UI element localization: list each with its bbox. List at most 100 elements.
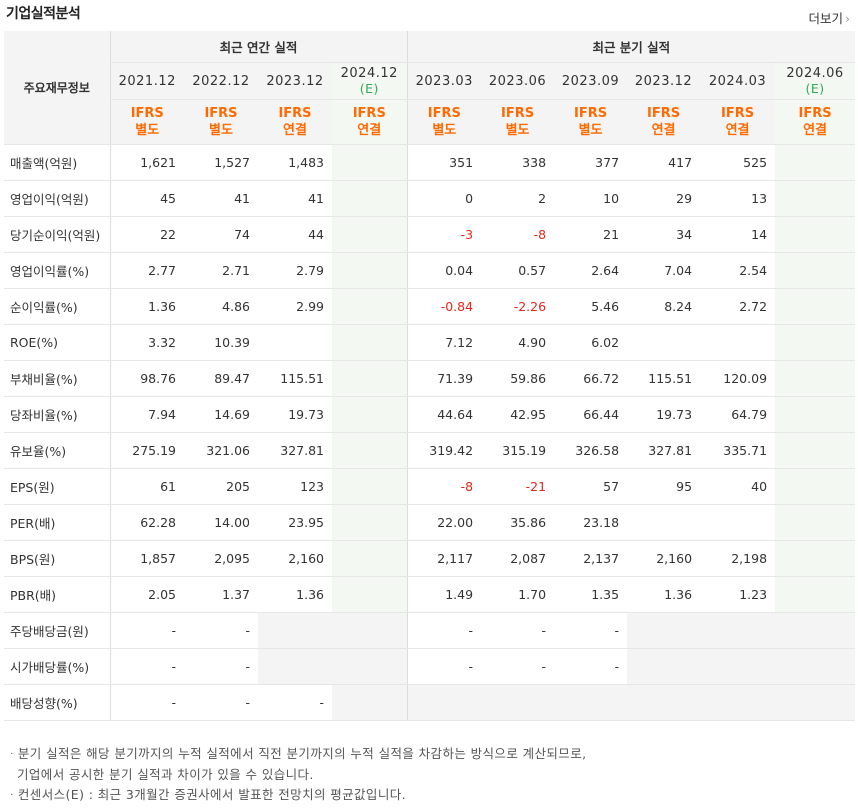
- value-cell-annual: 275.19: [109, 432, 184, 469]
- value-cell-quarter: [627, 612, 701, 649]
- value-cell-annual: [332, 144, 408, 181]
- table-row: 배당성향(%) - - -: [4, 684, 856, 721]
- estimate-mark: (E): [359, 81, 379, 96]
- value-cell-annual: 45: [109, 180, 184, 217]
- value-cell-annual: 14.69: [184, 396, 258, 433]
- value-cell-quarter: 71.39: [406, 360, 482, 397]
- standard-scope: 별도: [578, 123, 603, 138]
- more-link[interactable]: 더보기 ›: [808, 8, 850, 27]
- value-cell-quarter: [775, 504, 856, 541]
- value-cell-quarter: 29: [627, 180, 701, 217]
- value-cell-annual: 98.76: [109, 360, 184, 397]
- value-cell-quarter: [775, 288, 856, 325]
- value-cell-quarter: 120.09: [700, 360, 776, 397]
- standard-ifrs: IFRS: [798, 106, 832, 121]
- row-label: BPS(원): [4, 540, 110, 577]
- value-cell-annual: -: [109, 612, 184, 649]
- standard-ifrs: IFRS: [646, 106, 681, 121]
- table-row: 매출액(억원) 1,621 1,527 1,483 351 338 377 417 525: [4, 144, 856, 181]
- standard-scope: 별도: [432, 123, 457, 138]
- standard-ifrs: IFRS: [720, 106, 755, 121]
- standard-scope: 연결: [803, 123, 827, 138]
- accounting-standard-annual-3: IFRS 연결: [332, 99, 408, 145]
- row-label: 영업이익(억원): [4, 180, 110, 217]
- table-row: PER(배) 62.28 14.00 23.95 22.00 35.86 23.18: [4, 504, 856, 541]
- value-cell-quarter: -: [406, 612, 482, 649]
- value-cell-quarter: [775, 648, 856, 685]
- value-cell-quarter: 4.90: [481, 324, 555, 361]
- value-cell-quarter: 44.64: [406, 396, 482, 433]
- value-cell-quarter: 327.81: [627, 432, 701, 469]
- value-cell-quarter: 21: [554, 216, 628, 253]
- value-cell-annual: 62.28: [109, 504, 184, 541]
- value-cell-quarter: [775, 360, 856, 397]
- value-cell-annual: 1,857: [109, 540, 184, 577]
- value-cell-annual: [332, 360, 408, 397]
- row-label: 유보율(%): [4, 432, 110, 469]
- value-cell-quarter: 13: [700, 180, 776, 217]
- value-cell-quarter: 1.23: [700, 576, 776, 613]
- value-cell-quarter: 95: [627, 468, 701, 505]
- value-cell-quarter: [554, 684, 628, 721]
- value-cell-annual: 41: [184, 180, 258, 217]
- table-row: 순이익률(%) 1.36 4.86 2.99 -0.84 -2.26 5.46 8.24 2.7…: [4, 288, 856, 325]
- value-cell-quarter: [775, 324, 856, 361]
- value-cell-quarter: 1.36: [627, 576, 701, 613]
- table-row: 시가배당률(%) - - - - -: [4, 648, 856, 685]
- value-cell-quarter: 2.64: [554, 252, 628, 289]
- value-cell-quarter: 66.72: [554, 360, 628, 397]
- value-cell-quarter: 2,087: [481, 540, 555, 577]
- period-header-quarter-4: 2024.03: [700, 62, 776, 100]
- value-cell-quarter: [775, 216, 856, 253]
- value-cell-quarter: 115.51: [627, 360, 701, 397]
- table-row: 당기순이익(억원) 22 74 44 -3 -8 21 34 14: [4, 216, 856, 253]
- value-cell-annual: 44: [258, 216, 332, 253]
- value-cell-annual: [332, 324, 408, 361]
- table-row: 유보율(%) 275.19 321.06 327.81 319.42 315.19 326.…: [4, 432, 856, 469]
- value-cell-annual: [332, 612, 408, 649]
- row-label: 시가배당률(%): [4, 648, 110, 685]
- value-cell-annual: [332, 288, 408, 325]
- period-header-quarter-5: 2024.06 (E): [775, 62, 856, 100]
- value-cell-annual: 4.86: [184, 288, 258, 325]
- value-cell-annual: 7.94: [109, 396, 184, 433]
- value-cell-quarter: [627, 648, 701, 685]
- period-date: 2023.06: [488, 73, 547, 89]
- table-row: BPS(원) 1,857 2,095 2,160 2,117 2,087 2,137 2,16…: [4, 540, 856, 577]
- row-label: PBR(배): [4, 576, 110, 613]
- value-cell-quarter: 2: [481, 180, 555, 217]
- value-cell-quarter: [775, 576, 856, 613]
- value-cell-quarter: 8.24: [627, 288, 701, 325]
- standard-scope: 별도: [505, 123, 530, 138]
- value-cell-annual: 3.32: [109, 324, 184, 361]
- value-cell-annual: 41: [258, 180, 332, 217]
- value-cell-annual: [332, 684, 408, 721]
- value-cell-annual: 1.36: [109, 288, 184, 325]
- value-cell-annual: 2.71: [184, 252, 258, 289]
- value-cell-quarter: 525: [700, 144, 776, 181]
- value-cell-annual: 1,483: [258, 144, 332, 181]
- value-cell-quarter: -: [481, 648, 555, 685]
- value-cell-quarter: [700, 504, 776, 541]
- value-cell-quarter: [775, 252, 856, 289]
- value-cell-quarter: 417: [627, 144, 701, 181]
- value-cell-annual: [258, 648, 332, 685]
- value-cell-quarter: [775, 180, 856, 217]
- value-cell-quarter: [775, 612, 856, 649]
- value-cell-quarter: [700, 684, 776, 721]
- row-label: 주당배당금(원): [4, 612, 110, 649]
- accounting-standard-annual-0: IFRS 별도: [109, 99, 184, 145]
- value-cell-quarter: [775, 432, 856, 469]
- value-cell-quarter: 319.42: [406, 432, 482, 469]
- table-row: 부채비율(%) 98.76 89.47 115.51 71.39 59.86 66.72 11…: [4, 360, 856, 397]
- row-label: EPS(원): [4, 468, 110, 505]
- value-cell-quarter: [775, 684, 856, 721]
- table-row: EPS(원) 61 205 123 -8 -21 57 95 40: [4, 468, 856, 505]
- value-cell-quarter: 315.19: [481, 432, 555, 469]
- period-date: 2024.06: [786, 66, 844, 81]
- standard-scope: 연결: [725, 123, 750, 138]
- accounting-standard-annual-2: IFRS 연결: [258, 99, 332, 145]
- value-cell-quarter: -8: [406, 468, 482, 505]
- value-cell-quarter: 35.86: [481, 504, 555, 541]
- value-cell-quarter: 57: [554, 468, 628, 505]
